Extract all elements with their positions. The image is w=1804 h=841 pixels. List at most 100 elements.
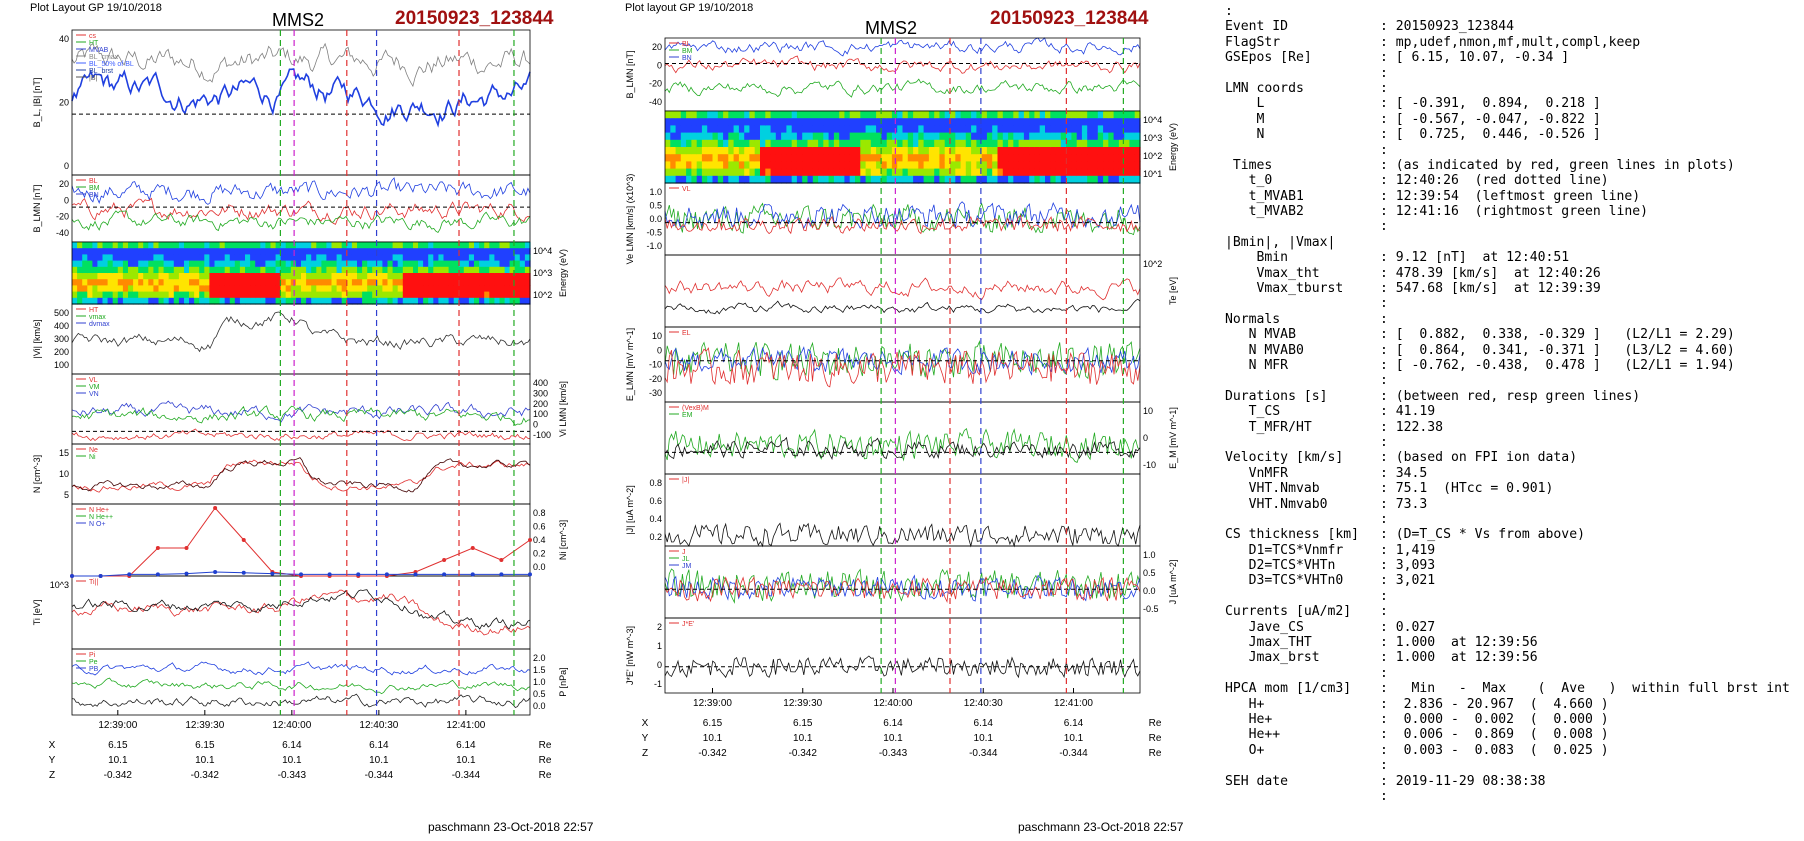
spectrogram-cell <box>484 266 490 274</box>
spectrogram-cell <box>818 168 824 177</box>
spectrogram-cell <box>971 139 977 148</box>
spectrogram-cell <box>997 147 1004 155</box>
spectrogram-cell <box>321 273 328 280</box>
spectrogram-cell <box>1060 175 1067 184</box>
spectrogram-cell <box>260 266 266 274</box>
spectrogram-cell <box>960 175 967 184</box>
spectrogram-cell <box>760 139 766 148</box>
info-value: : <box>1380 296 1388 312</box>
spectrogram-cell <box>311 254 317 262</box>
spectrogram-cell <box>733 125 740 134</box>
legend-label: BL_cmax <box>89 54 119 61</box>
spectrogram-cell <box>509 260 516 268</box>
spectrogram-cell <box>680 125 687 134</box>
legend-label: J*E' <box>682 621 694 628</box>
tick-label: 100 <box>54 360 69 370</box>
spectrogram-cell <box>346 254 353 262</box>
spectrogram-cell <box>489 254 495 262</box>
spectrogram-cell <box>1134 147 1141 155</box>
spectrogram-cell <box>712 175 719 184</box>
info-value: : Min - Max ( Ave ) within full brst int <box>1380 681 1790 697</box>
series-line <box>664 346 1141 376</box>
spectrogram-cell <box>519 242 526 249</box>
spectrogram-cell <box>1039 147 1046 155</box>
spectrogram-cell <box>229 279 236 286</box>
spectrogram-cell <box>413 291 419 299</box>
spectrogram-cell <box>839 161 846 170</box>
spectrogram-cell <box>77 291 83 299</box>
spectrogram-cell <box>122 248 129 255</box>
spectrogram-cell <box>418 279 424 286</box>
spectrogram-cell <box>955 168 962 177</box>
spectrogram-cell <box>733 168 740 177</box>
legend-label: JM <box>682 563 692 570</box>
spectrogram-cell <box>865 125 872 134</box>
spectrogram-cell <box>1039 118 1046 126</box>
spectrogram-cell <box>316 266 322 274</box>
spectrogram-cell <box>173 279 180 286</box>
spectrogram-cell <box>316 242 322 249</box>
spectrogram-cell <box>754 118 761 126</box>
spectrogram-cell <box>321 279 328 286</box>
spectrogram-cell <box>143 260 149 268</box>
spectrogram-cell <box>92 279 99 286</box>
legend-label: BL <box>89 178 98 185</box>
spectrogram-cell <box>357 291 363 299</box>
info-row: O+: 0.003 - 0.083 ( 0.025 ) <box>1225 743 1790 758</box>
spectrogram-cell <box>1108 147 1115 155</box>
spectrogram-cell <box>1103 168 1109 177</box>
spectrogram-cell <box>950 139 956 148</box>
spectrogram-cell <box>976 118 983 126</box>
spectrogram-cell <box>133 266 139 274</box>
spectrogram-cell <box>1013 175 1020 184</box>
spectrogram-cell <box>807 175 814 184</box>
spectrogram-cell <box>250 248 256 255</box>
spectrogram-cell <box>971 118 977 126</box>
info-row: N: [ 0.725, 0.446, -0.526 ] <box>1225 127 1790 142</box>
spectrogram-cell <box>939 147 946 155</box>
spectrogram-cell <box>351 248 358 255</box>
spectrogram-cell <box>686 132 692 141</box>
spectrogram-cell <box>849 132 856 141</box>
tick-label: 1.0 <box>533 677 546 687</box>
spectrogram-cell <box>744 147 751 155</box>
spectrogram-cell <box>438 248 445 255</box>
info-key: He+ <box>1225 711 1273 727</box>
spectrogram-cell <box>897 161 904 170</box>
position-unit: Re <box>539 770 552 781</box>
legend-label: VL <box>89 377 98 384</box>
spectrogram-cell <box>717 161 724 170</box>
spectrogram-cell <box>229 297 236 305</box>
spectrogram-cell <box>239 285 246 293</box>
info-row: t_0: 12:40:26 (red dotted line) <box>1225 173 1790 188</box>
spectrogram-cell <box>765 175 772 184</box>
spectrogram-cell <box>504 279 511 286</box>
spectrogram-cell <box>712 118 719 126</box>
spectrogram-cell <box>194 260 200 268</box>
info-key: N MFR <box>1225 357 1289 373</box>
position-value: 6.14 <box>974 718 994 729</box>
spectrogram-cell <box>923 168 930 177</box>
spectrogram-cell <box>107 248 114 255</box>
spectrogram-cell <box>855 147 861 155</box>
spectrogram-cell <box>939 125 946 134</box>
spectrogram-cell <box>458 279 465 286</box>
spectrogram-cell <box>128 248 134 255</box>
spectrogram-cell <box>418 285 424 293</box>
spectrogram-cell <box>250 254 256 262</box>
spectrogram-cell <box>1013 132 1020 141</box>
info-row: |Bmin|, |Vmax| <box>1225 235 1790 250</box>
spectrogram-cell <box>754 125 761 134</box>
spectrogram-cell <box>728 147 735 155</box>
spectrogram-cell <box>413 285 419 293</box>
series-line <box>71 42 531 88</box>
spectrogram-cell <box>1113 175 1120 184</box>
spectrogram-cell <box>823 175 830 184</box>
spectrogram-cell <box>346 279 353 286</box>
spectrogram-cell <box>802 132 809 141</box>
spectrogram-cell <box>306 279 312 286</box>
spectrogram-cell <box>306 260 312 268</box>
spectrogram-cell <box>402 266 409 274</box>
spectrogram-cell <box>1134 168 1141 177</box>
spectrogram-cell <box>992 125 999 134</box>
